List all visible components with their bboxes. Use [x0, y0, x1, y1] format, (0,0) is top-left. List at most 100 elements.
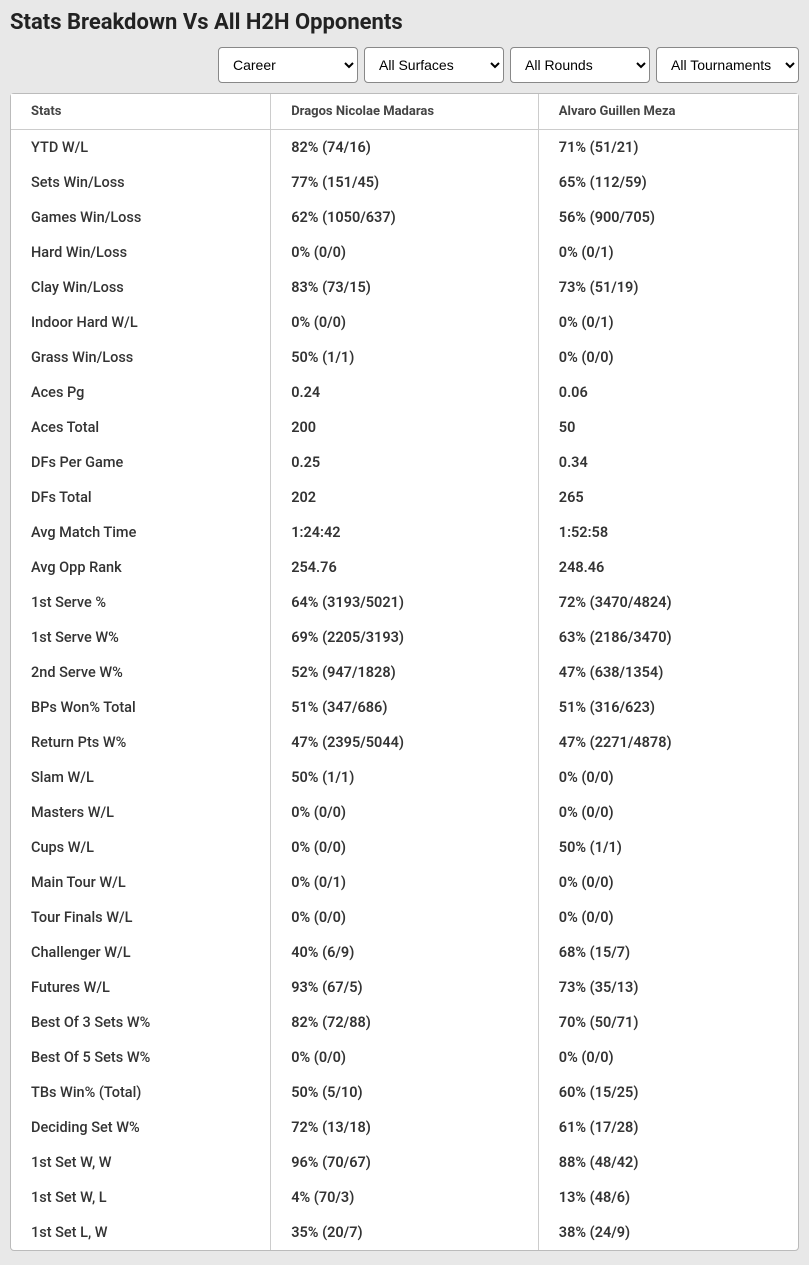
table-row: Clay Win/Loss83% (73/15)73% (51/19): [11, 270, 798, 305]
filters-bar: Career All Surfaces All Rounds All Tourn…: [10, 47, 799, 83]
stat-label: Grass Win/Loss: [11, 340, 271, 375]
player2-value: 72% (3470/4824): [538, 585, 798, 620]
player1-value: 35% (20/7): [271, 1215, 539, 1250]
player2-value: 0% (0/0): [538, 760, 798, 795]
stat-label: Sets Win/Loss: [11, 165, 271, 200]
round-select[interactable]: All Rounds: [510, 47, 650, 83]
stat-label: Games Win/Loss: [11, 200, 271, 235]
stat-label: 2nd Serve W%: [11, 655, 271, 690]
player1-value: 0.25: [271, 445, 539, 480]
table-row: Tour Finals W/L0% (0/0)0% (0/0): [11, 900, 798, 935]
player1-value: 64% (3193/5021): [271, 585, 539, 620]
player1-value: 0% (0/0): [271, 305, 539, 340]
tournament-select[interactable]: All Tournaments: [656, 47, 799, 83]
player2-value: 73% (35/13): [538, 970, 798, 1005]
surface-select[interactable]: All Surfaces: [364, 47, 504, 83]
table-row: Sets Win/Loss77% (151/45)65% (112/59): [11, 165, 798, 200]
player2-value: 88% (48/42): [538, 1145, 798, 1180]
stat-label: 1st Serve %: [11, 585, 271, 620]
player2-value: 265: [538, 480, 798, 515]
player1-value: 93% (67/5): [271, 970, 539, 1005]
header-player2: Alvaro Guillen Meza: [538, 94, 798, 130]
player2-value: 73% (51/19): [538, 270, 798, 305]
player2-value: 0% (0/1): [538, 235, 798, 270]
table-row: Games Win/Loss62% (1050/637)56% (900/705…: [11, 200, 798, 235]
player1-value: 0% (0/0): [271, 235, 539, 270]
player1-value: 0% (0/0): [271, 795, 539, 830]
table-row: BPs Won% Total51% (347/686)51% (316/623): [11, 690, 798, 725]
table-row: DFs Total202265: [11, 480, 798, 515]
stat-label: Return Pts W%: [11, 725, 271, 760]
table-row: Best Of 5 Sets W%0% (0/0)0% (0/0): [11, 1040, 798, 1075]
header-stats: Stats: [11, 94, 271, 130]
player1-value: 82% (72/88): [271, 1005, 539, 1040]
header-player1: Dragos Nicolae Madaras: [271, 94, 539, 130]
stat-label: Main Tour W/L: [11, 865, 271, 900]
player2-value: 50% (1/1): [538, 830, 798, 865]
player1-value: 202: [271, 480, 539, 515]
player2-value: 0% (0/0): [538, 340, 798, 375]
table-row: Cups W/L0% (0/0)50% (1/1): [11, 830, 798, 865]
table-row: Challenger W/L40% (6/9)68% (15/7): [11, 935, 798, 970]
stat-label: Aces Total: [11, 410, 271, 445]
stat-label: Indoor Hard W/L: [11, 305, 271, 340]
player1-value: 0% (0/0): [271, 900, 539, 935]
player1-value: 69% (2205/3193): [271, 620, 539, 655]
player2-value: 60% (15/25): [538, 1075, 798, 1110]
player2-value: 0.34: [538, 445, 798, 480]
stat-label: Hard Win/Loss: [11, 235, 271, 270]
player2-value: 65% (112/59): [538, 165, 798, 200]
table-row: 2nd Serve W%52% (947/1828)47% (638/1354): [11, 655, 798, 690]
player1-value: 52% (947/1828): [271, 655, 539, 690]
table-row: 1st Set W, W96% (70/67)88% (48/42): [11, 1145, 798, 1180]
player1-value: 47% (2395/5044): [271, 725, 539, 760]
player1-value: 200: [271, 410, 539, 445]
table-row: 1st Serve W%69% (2205/3193)63% (2186/347…: [11, 620, 798, 655]
player2-value: 0% (0/0): [538, 1040, 798, 1075]
table-row: 1st Set L, W35% (20/7)38% (24/9): [11, 1215, 798, 1250]
table-row: Grass Win/Loss50% (1/1)0% (0/0): [11, 340, 798, 375]
stat-label: 1st Set W, L: [11, 1180, 271, 1215]
table-row: YTD W/L82% (74/16)71% (51/21): [11, 130, 798, 166]
stat-label: DFs Total: [11, 480, 271, 515]
stat-label: Avg Match Time: [11, 515, 271, 550]
table-row: Futures W/L93% (67/5)73% (35/13): [11, 970, 798, 1005]
table-row: Best Of 3 Sets W%82% (72/88)70% (50/71): [11, 1005, 798, 1040]
stat-label: Cups W/L: [11, 830, 271, 865]
stat-label: Slam W/L: [11, 760, 271, 795]
table-row: Hard Win/Loss0% (0/0)0% (0/1): [11, 235, 798, 270]
table-row: DFs Per Game0.250.34: [11, 445, 798, 480]
player2-value: 47% (2271/4878): [538, 725, 798, 760]
stat-label: 1st Set L, W: [11, 1215, 271, 1250]
player2-value: 0% (0/1): [538, 305, 798, 340]
stat-label: Masters W/L: [11, 795, 271, 830]
stat-label: DFs Per Game: [11, 445, 271, 480]
player1-value: 0% (0/1): [271, 865, 539, 900]
player1-value: 254.76: [271, 550, 539, 585]
stat-label: Challenger W/L: [11, 935, 271, 970]
player1-value: 83% (73/15): [271, 270, 539, 305]
stat-label: BPs Won% Total: [11, 690, 271, 725]
player2-value: 68% (15/7): [538, 935, 798, 970]
stat-label: Futures W/L: [11, 970, 271, 1005]
player1-value: 0.24: [271, 375, 539, 410]
player1-value: 77% (151/45): [271, 165, 539, 200]
table-row: Avg Match Time1:24:421:52:58: [11, 515, 798, 550]
table-row: 1st Set W, L4% (70/3)13% (48/6): [11, 1180, 798, 1215]
stat-label: Tour Finals W/L: [11, 900, 271, 935]
player2-value: 70% (50/71): [538, 1005, 798, 1040]
player2-value: 56% (900/705): [538, 200, 798, 235]
stat-label: 1st Set W, W: [11, 1145, 271, 1180]
table-row: Return Pts W%47% (2395/5044)47% (2271/48…: [11, 725, 798, 760]
table-row: Aces Pg0.240.06: [11, 375, 798, 410]
player2-value: 38% (24/9): [538, 1215, 798, 1250]
timeframe-select[interactable]: Career: [218, 47, 358, 83]
player1-value: 96% (70/67): [271, 1145, 539, 1180]
stat-label: Deciding Set W%: [11, 1110, 271, 1145]
player2-value: 71% (51/21): [538, 130, 798, 166]
table-row: Main Tour W/L0% (0/1)0% (0/0): [11, 865, 798, 900]
player2-value: 0% (0/0): [538, 865, 798, 900]
player2-value: 0% (0/0): [538, 795, 798, 830]
stat-label: Avg Opp Rank: [11, 550, 271, 585]
player1-value: 50% (5/10): [271, 1075, 539, 1110]
